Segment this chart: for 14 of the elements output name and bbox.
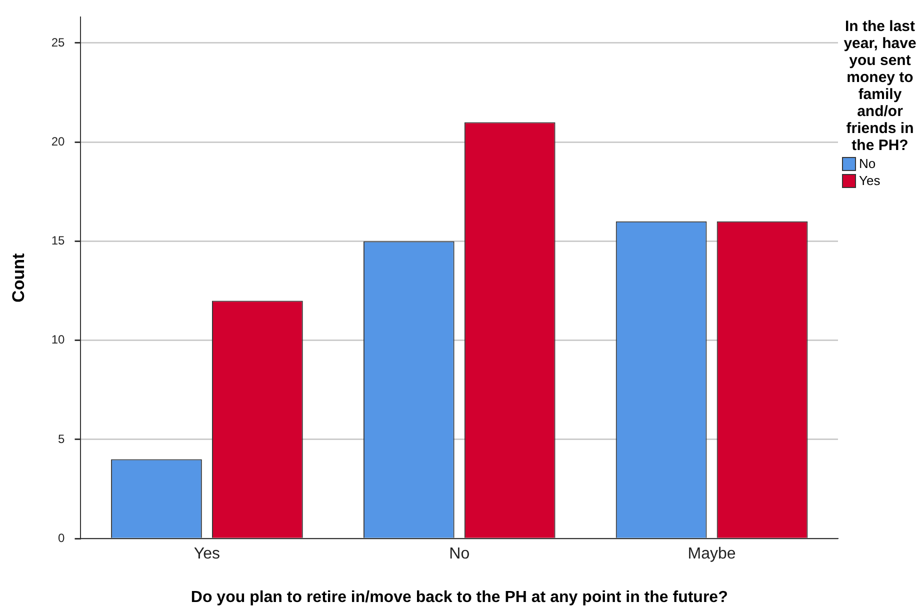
x-tick-label: Yes	[194, 546, 220, 563]
x-tick-label: Maybe	[688, 546, 736, 563]
y-tick-label: 0	[58, 530, 66, 545]
x-axis-title: Do you plan to retire in/move back to the PH at any point in the future?	[190, 588, 728, 606]
x-tick-label: No	[449, 546, 470, 563]
legend-label: Yes	[859, 173, 880, 188]
y-tick-label: 5	[58, 432, 66, 446]
legend-title: In the last year, have you sent money to family and/or friends in the PH?	[842, 18, 918, 154]
y-tick-label: 15	[51, 234, 66, 248]
y-tick-label: 10	[51, 332, 66, 347]
legend-label: No	[859, 156, 876, 171]
y-axis-title: Count	[8, 253, 28, 302]
y-tick-label: 20	[51, 134, 66, 148]
y-tick-label: 25	[51, 35, 66, 50]
